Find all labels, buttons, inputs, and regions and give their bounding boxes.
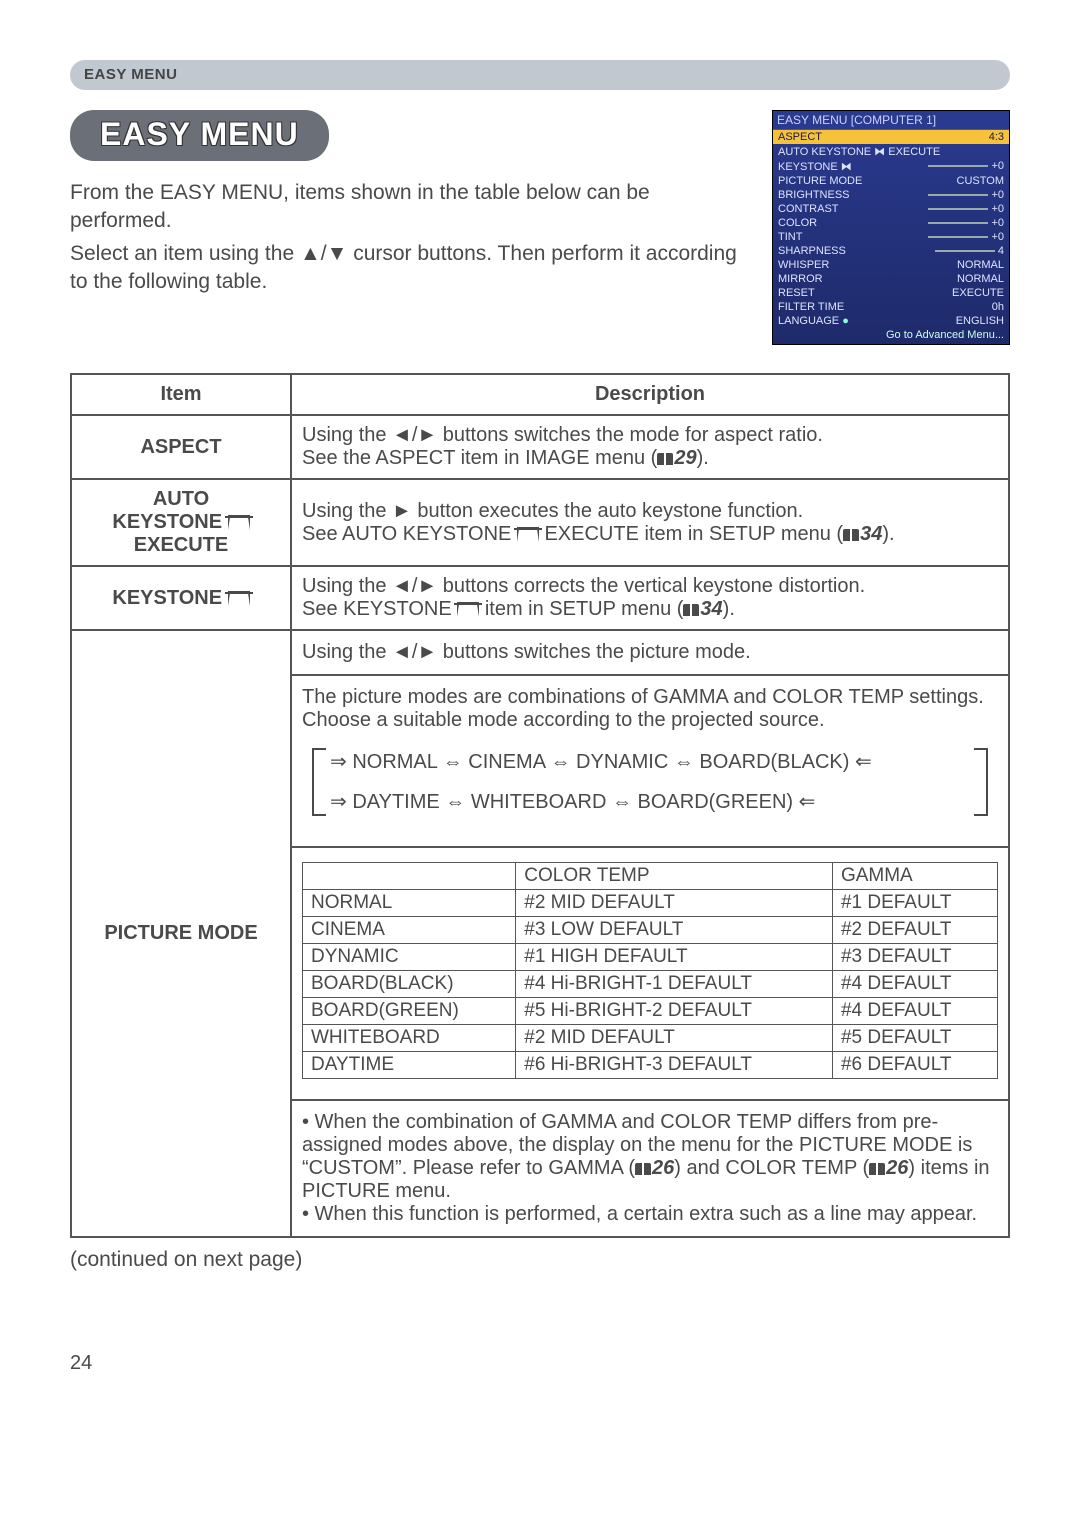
th-item: Item — [71, 374, 291, 415]
osd-row: FILTER TIME0h — [773, 300, 1009, 314]
title-pill: EASY MENU — [70, 110, 329, 161]
osd-row: SHARPNESS4 — [773, 244, 1009, 258]
description-table: Item Description ASPECT Using the ◄/► bu… — [70, 373, 1010, 1238]
section-header-pill: EASY MENU — [70, 60, 1010, 90]
osd-row: ASPECT4:3 — [773, 130, 1009, 144]
table-row: WHITEBOARD#2 MID DEFAULT#5 DEFAULT — [303, 1025, 998, 1052]
osd-row: COLOR+0 — [773, 216, 1009, 230]
table-row: BOARD(GREEN)#5 Hi-BRIGHT-2 DEFAULT#4 DEF… — [303, 998, 998, 1025]
book-icon — [869, 1163, 885, 1175]
osd-row: LANGUAGE ●ENGLISH — [773, 314, 1009, 328]
trapezoid-icon — [228, 591, 250, 606]
desc-auto-keystone: Using the ► button executes the auto key… — [291, 479, 1009, 566]
th-desc: Description — [291, 374, 1009, 415]
book-icon — [635, 1163, 651, 1175]
osd-row: MIRRORNORMAL — [773, 272, 1009, 286]
osd-row: RESETEXECUTE — [773, 286, 1009, 300]
book-icon — [657, 453, 673, 465]
trapezoid-icon — [517, 527, 539, 542]
item-keystone: KEYSTONE — [71, 566, 291, 630]
osd-row: AUTO KEYSTONE ⧓ EXECUTE — [773, 144, 1009, 159]
osd-row: CONTRAST+0 — [773, 202, 1009, 216]
table-row: DYNAMIC#1 HIGH DEFAULT#3 DEFAULT — [303, 944, 998, 971]
intro-paragraph-1: From the EASY MENU, items shown in the t… — [70, 179, 754, 236]
desc-keystone: Using the ◄/► buttons corrects the verti… — [291, 566, 1009, 630]
mode-chain: ⇒ NORMAL ⇔ CINEMA ⇔ DYNAMIC ⇔ BOARD(BLAC… — [308, 742, 992, 822]
osd-title: EASY MENU [COMPUTER 1] — [773, 111, 1009, 130]
section-header-text: EASY MENU — [84, 66, 177, 83]
trapezoid-icon — [457, 602, 479, 617]
page-number: 24 — [70, 1352, 1010, 1375]
inner-mode-table: COLOR TEMPGAMMANORMAL#2 MID DEFAULT#1 DE… — [302, 862, 998, 1079]
osd-row: KEYSTONE ⧓+0 — [773, 159, 1009, 174]
table-row: NORMAL#2 MID DEFAULT#1 DEFAULT — [303, 890, 998, 917]
osd-screenshot: EASY MENU [COMPUTER 1] ASPECT4:3AUTO KEY… — [772, 110, 1010, 345]
intro-paragraph-2: Select an item using the ▲/▼ cursor butt… — [70, 240, 754, 297]
trapezoid-icon — [228, 515, 250, 530]
table-row: BOARD(BLACK)#4 Hi-BRIGHT-1 DEFAULT#4 DEF… — [303, 971, 998, 998]
continued-text: (continued on next page) — [70, 1248, 1010, 1272]
table-row: CINEMA#3 LOW DEFAULT#2 DEFAULT — [303, 917, 998, 944]
table-row: DAYTIME#6 Hi-BRIGHT-3 DEFAULT#6 DEFAULT — [303, 1052, 998, 1079]
desc-aspect: Using the ◄/► buttons switches the mode … — [291, 415, 1009, 479]
osd-footer: Go to Advanced Menu... — [773, 328, 1009, 342]
book-icon — [683, 604, 699, 616]
page-title: EASY MENU — [100, 116, 299, 152]
book-icon — [843, 529, 859, 541]
item-aspect: ASPECT — [71, 415, 291, 479]
desc-picture-mode: Using the ◄/► buttons switches the pictu… — [291, 630, 1009, 1237]
osd-row: WHISPERNORMAL — [773, 258, 1009, 272]
item-auto-keystone: AUTO KEYSTONE EXECUTE — [71, 479, 291, 566]
osd-row: TINT+0 — [773, 230, 1009, 244]
item-picture-mode: PICTURE MODE — [71, 630, 291, 1237]
osd-row: BRIGHTNESS+0 — [773, 188, 1009, 202]
osd-row: PICTURE MODECUSTOM — [773, 174, 1009, 188]
